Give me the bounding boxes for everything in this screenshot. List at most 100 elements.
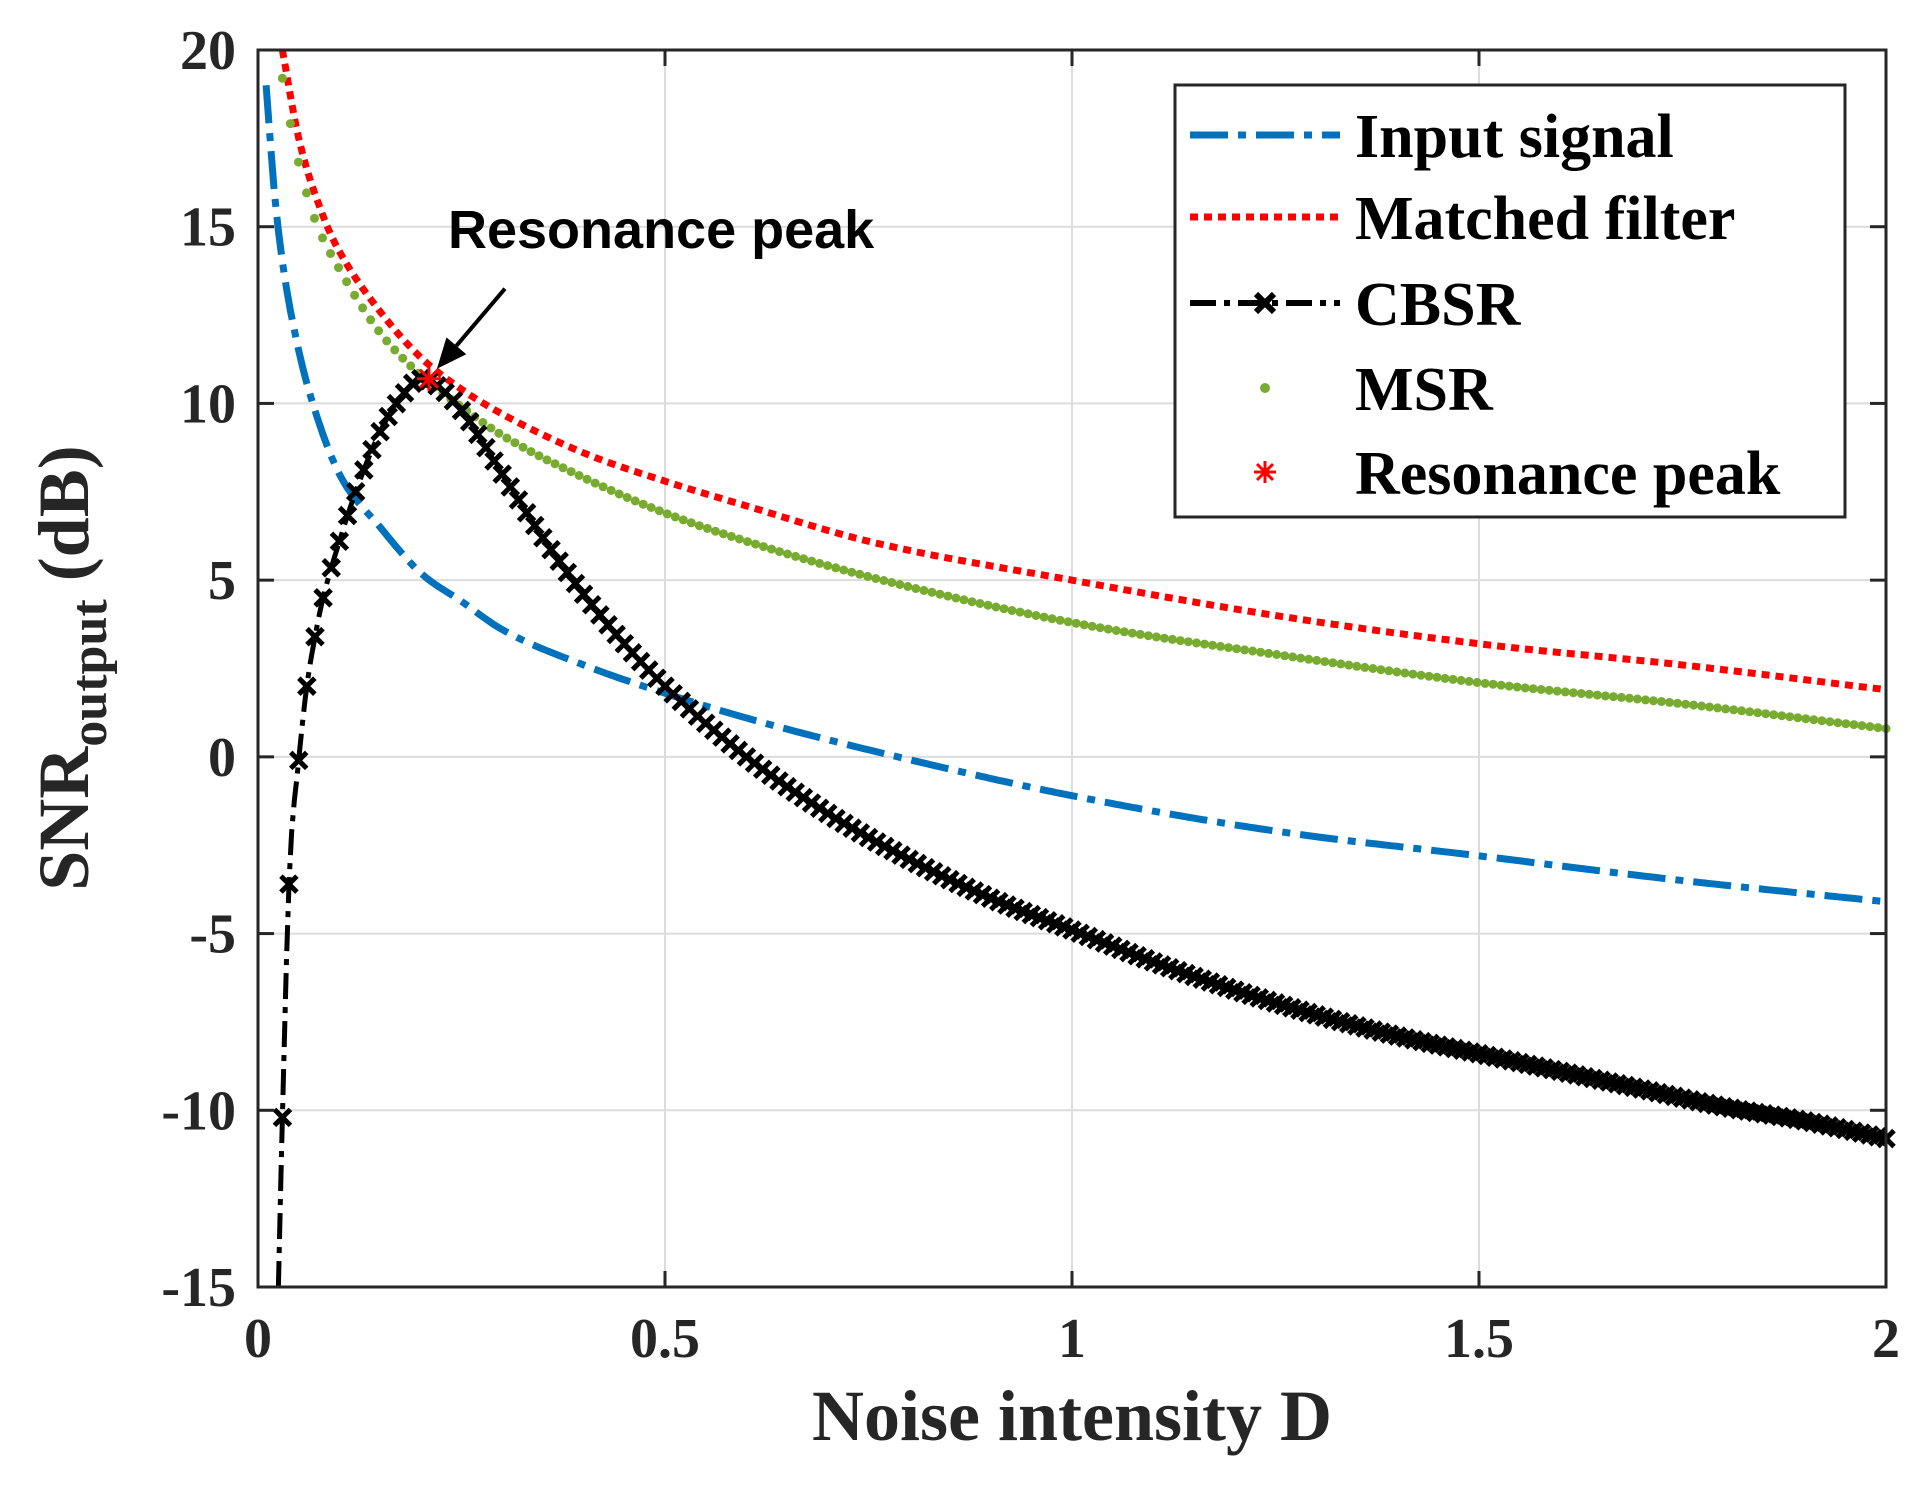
msr-point [710,526,720,536]
cbsr-marker [297,676,317,696]
msr-point [1127,628,1137,638]
msr-point [1336,659,1346,669]
msr-point [831,563,841,573]
cbsr-marker [329,531,350,552]
cbsr-marker [272,1107,293,1128]
msr-point [566,467,576,477]
cbsr-marker [345,482,366,502]
msr-point [823,561,833,571]
resonance-peak-marker [416,366,441,391]
msr-point [718,529,728,539]
msr-point [1641,695,1650,705]
msr-point [1264,648,1274,658]
msr-point [1087,621,1097,631]
msr-point [967,597,977,607]
msr-point [791,551,801,561]
msr-point [1224,643,1233,653]
msr-point [751,539,760,549]
annotation-arrow-line [454,287,507,348]
msr-point [1705,702,1715,712]
msr-point [590,478,600,488]
msr-point [1464,676,1474,686]
cbsr-marker [313,588,333,608]
x-tick-label-3: 1.5 [1444,1308,1514,1370]
msr-point [855,569,865,579]
msr-point [478,418,488,427]
msr-point [1689,700,1699,710]
msr-point [1240,645,1250,655]
msr-point [903,582,913,591]
msr-point [1135,629,1145,639]
msr-point [1865,722,1875,732]
msr-point [1328,658,1338,668]
legend-marker-msr [1260,383,1270,393]
y-tick-label-1: -10 [161,1080,236,1142]
msr-point [702,523,712,533]
msr-point [1480,678,1490,688]
msr-point [1039,612,1049,622]
y-tick-label-6: 15 [180,197,236,259]
msr-point [1777,711,1787,721]
msr-point [1833,718,1843,728]
msr-point [285,119,295,129]
msr-point [775,547,784,557]
msr-point [1616,692,1626,702]
msr-point [1015,607,1025,617]
msr-point [734,534,744,544]
msr-point [1745,707,1755,717]
msr-point [1063,617,1073,627]
msr-point [1256,647,1266,657]
msr-point [1753,708,1763,718]
msr-point [1632,694,1642,704]
msr-point [1272,650,1282,659]
msr-point [390,345,400,355]
msr-point [1079,620,1089,630]
msr-point [1761,709,1771,719]
cbsr-marker [288,750,309,771]
msr-point [1296,653,1306,663]
msr-point [598,482,608,492]
series-cbsr-markers [272,368,1896,1149]
msr-point [1657,697,1666,706]
msr-point [1713,703,1723,713]
msr-point [1232,644,1242,654]
msr-point [382,336,392,346]
msr-point [927,587,937,597]
msr-point [1320,657,1330,667]
msr-point [1504,681,1514,691]
msr-point [1448,674,1458,684]
msr-point [1488,679,1498,689]
msr-point [518,442,528,452]
msr-point [783,549,792,559]
msr-point [1023,609,1033,619]
msr-point [374,326,384,336]
msr-point [743,537,752,547]
msr-point [1785,712,1795,722]
msr-point [991,602,1001,612]
legend-label-input: Input signal [1355,103,1674,171]
cbsr-marker [468,424,488,445]
msr-point [1456,675,1466,685]
cbsr-marker [508,490,529,510]
msr-point [1729,705,1739,715]
msr-point [366,315,376,325]
x-tick-label-2: 1 [1058,1308,1086,1370]
msr-point [1552,686,1562,696]
cbsr-marker [354,460,374,480]
msr-point [1095,623,1105,633]
y-tick-label-2: -5 [189,904,236,966]
msr-point [1592,690,1602,700]
msr-point [1304,654,1314,664]
msr-point [879,576,889,585]
series-msr-points [277,73,1891,734]
msr-point [302,188,311,198]
msr-point [526,447,536,457]
cbsr-marker [516,503,537,523]
msr-point [1352,661,1362,671]
cbsr-marker [459,412,480,432]
msr-point [1384,666,1394,676]
msr-point [638,499,648,509]
msr-point [1849,720,1859,730]
msr-point [863,571,873,581]
cbsr-marker [337,505,358,526]
